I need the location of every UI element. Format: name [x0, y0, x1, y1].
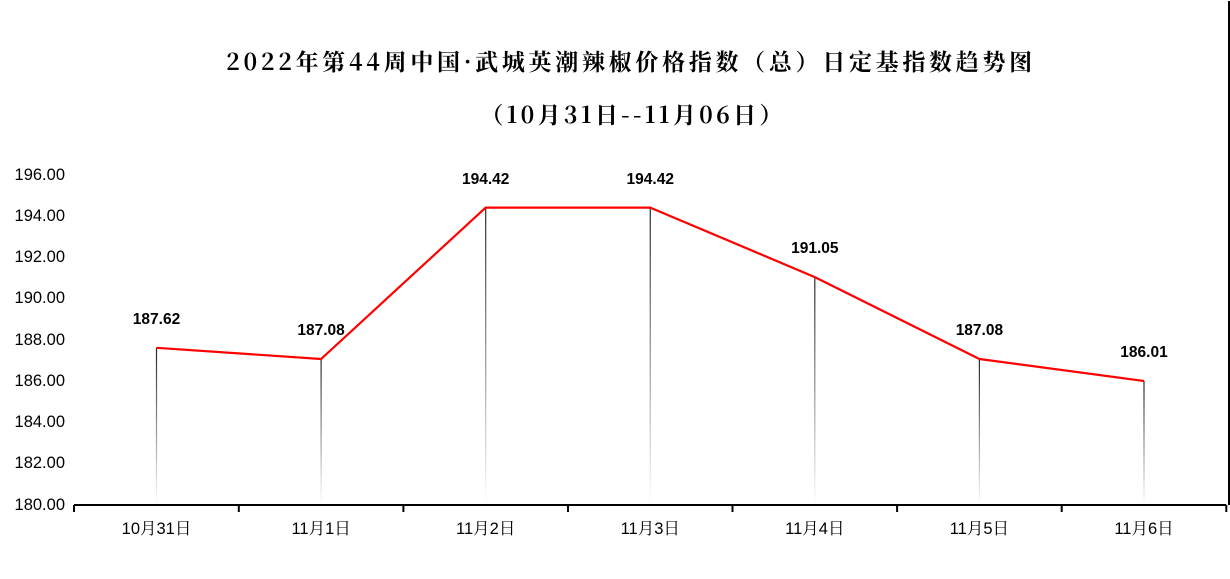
svg-text:11月5日: 11月5日: [950, 519, 1009, 538]
svg-text:194.00: 194.00: [15, 207, 65, 225]
svg-text:196.00: 196.00: [15, 166, 65, 184]
svg-text:11月4日: 11月4日: [785, 519, 844, 538]
svg-text:191.05: 191.05: [791, 240, 839, 257]
svg-text:190.00: 190.00: [15, 289, 65, 307]
svg-text:187.08: 187.08: [956, 322, 1004, 339]
svg-text:194.42: 194.42: [462, 171, 509, 188]
svg-text:184.00: 184.00: [15, 413, 65, 431]
svg-text:11月6日: 11月6日: [1114, 519, 1173, 538]
svg-text:11月2日: 11月2日: [456, 519, 515, 538]
svg-text:11月1日: 11月1日: [291, 519, 350, 538]
svg-text:188.00: 188.00: [15, 331, 65, 349]
svg-text:186.00: 186.00: [15, 372, 65, 390]
svg-text:180.00: 180.00: [15, 496, 65, 514]
svg-text:10月31日: 10月31日: [122, 519, 192, 538]
svg-text:186.01: 186.01: [1120, 344, 1168, 361]
svg-text:187.08: 187.08: [297, 322, 345, 339]
svg-text:194.42: 194.42: [627, 171, 674, 188]
svg-text:187.62: 187.62: [133, 311, 180, 328]
svg-text:182.00: 182.00: [15, 454, 65, 472]
svg-text:11月3日: 11月3日: [621, 519, 680, 538]
svg-text:192.00: 192.00: [15, 248, 65, 266]
